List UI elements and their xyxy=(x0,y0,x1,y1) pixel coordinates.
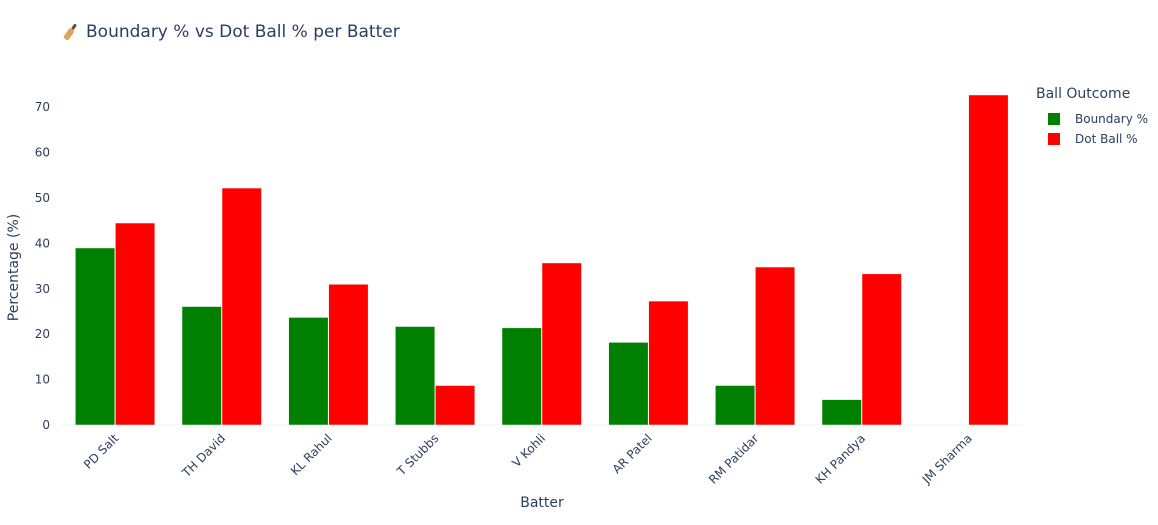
bar-boundary xyxy=(715,385,756,426)
chart-title: Boundary % vs Dot Ball % per Batter xyxy=(86,22,400,42)
bar-dot-ball xyxy=(968,94,1009,426)
bar-dot-ball xyxy=(221,187,262,426)
x-tick-label: PD Salt xyxy=(81,431,122,472)
bar-dot-ball xyxy=(861,273,902,426)
legend-label: Boundary % xyxy=(1075,112,1148,126)
bar-boundary xyxy=(181,306,222,426)
x-tick-label: V Kohli xyxy=(509,431,548,470)
y-tick-label: 0 xyxy=(42,418,50,432)
x-tick-label: T Stubbs xyxy=(394,431,442,479)
y-tick-label: 10 xyxy=(35,373,50,387)
bar-dot-ball xyxy=(328,284,369,426)
y-tick-label: 60 xyxy=(35,146,50,160)
y-tick-label: 30 xyxy=(35,282,50,296)
bar-boundary xyxy=(75,247,116,426)
legend-swatch xyxy=(1048,113,1060,125)
legend-label: Dot Ball % xyxy=(1075,132,1138,146)
bar-dot-ball xyxy=(435,385,476,426)
bar-dot-ball xyxy=(648,300,689,426)
y-tick-label: 70 xyxy=(35,100,50,114)
x-tick-label: KL Rahul xyxy=(288,431,335,478)
x-tick-label: JM Sharma xyxy=(919,431,975,487)
bar-boundary xyxy=(288,317,329,426)
y-axis-title: Percentage (%) xyxy=(6,214,22,321)
x-tick-label: RM Patidar xyxy=(706,431,762,487)
legend-title: Ball Outcome xyxy=(1036,86,1130,102)
legend-swatch xyxy=(1048,133,1060,145)
x-tick-label: KH Pandya xyxy=(813,431,868,486)
cricket-bat-icon xyxy=(63,23,77,41)
y-tick-label: 40 xyxy=(35,236,50,250)
bar-dot-ball xyxy=(755,266,796,426)
bar-boundary xyxy=(821,399,862,426)
bar-boundary xyxy=(608,342,649,426)
bar-dot-ball xyxy=(541,262,582,426)
x-tick-label: TH David xyxy=(179,431,228,480)
y-tick-label: 50 xyxy=(35,191,50,205)
y-tick-label: 20 xyxy=(35,327,50,341)
bar-boundary xyxy=(501,327,542,426)
x-axis-title: Batter xyxy=(520,495,564,511)
bar-dot-ball xyxy=(115,222,156,426)
bar-boundary xyxy=(395,326,436,426)
x-tick-label: AR Patel xyxy=(610,431,655,476)
chart-title-wrap: Boundary % vs Dot Ball % per Batter xyxy=(62,22,400,42)
